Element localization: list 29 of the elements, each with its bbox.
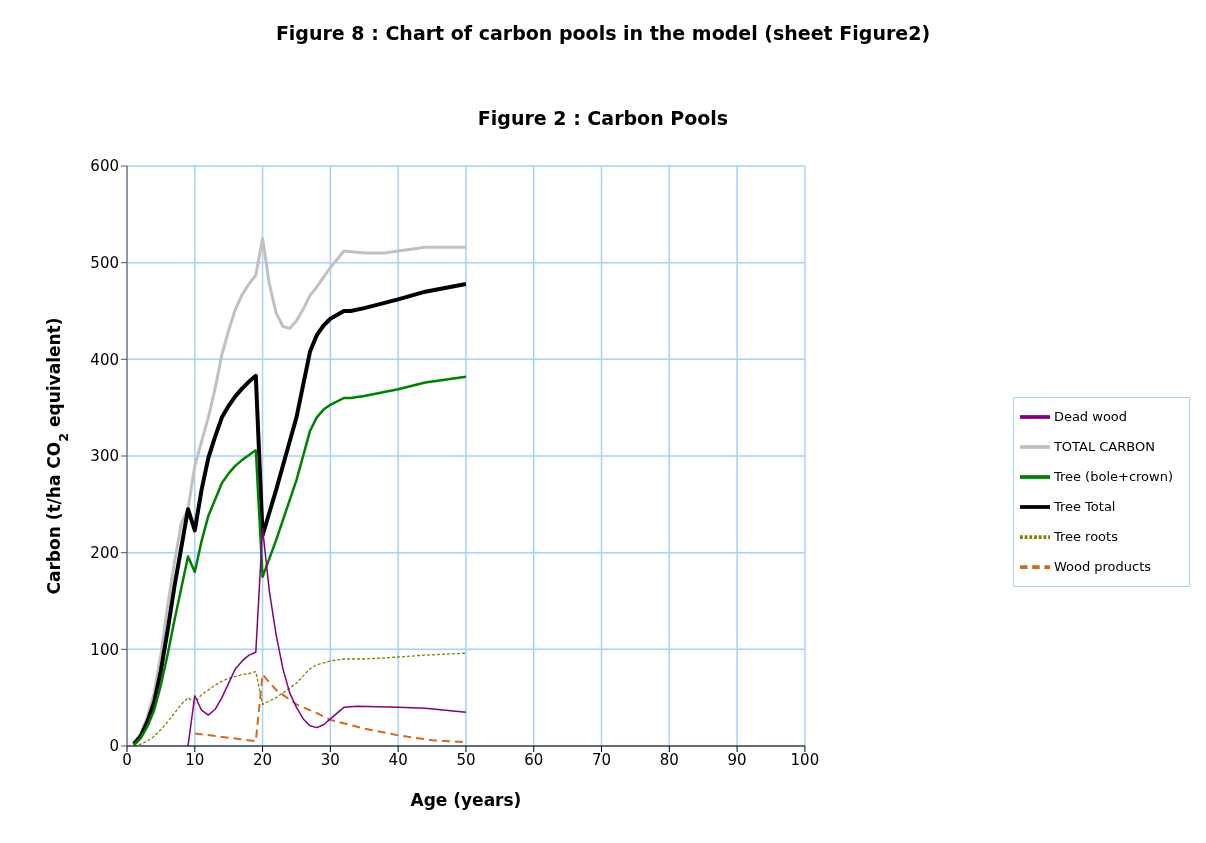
- x-tick-label: 50: [456, 750, 476, 769]
- x-tick-label: 60: [524, 750, 544, 769]
- legend-label: Wood products: [1053, 558, 1152, 574]
- x-tick-label: 70: [591, 750, 612, 769]
- legend-label: Tree (bole+crown): [1053, 468, 1173, 484]
- chart-subtitle: Figure 2 : Carbon Pools: [476, 106, 730, 131]
- y-tick-label: 300: [90, 447, 119, 466]
- line-series: [187, 527, 467, 746]
- y-tick-label: 500: [90, 253, 119, 272]
- legend-label: Tree Total: [1053, 498, 1116, 514]
- y-tick-label: 200: [90, 543, 119, 562]
- y-tick-label: 400: [90, 350, 119, 369]
- chart-title: Figure 8 : Chart of carbon pools in the model (sheet Figure2): [274, 21, 932, 46]
- y-tick-label: 600: [90, 157, 119, 176]
- x-tick-label: 10: [185, 750, 205, 769]
- x-tick-label: 0: [122, 750, 132, 769]
- x-tick-label: 90: [727, 750, 747, 769]
- y-tick-label: 0: [109, 737, 119, 756]
- x-axis-title: Age (years): [410, 790, 522, 810]
- x-tick-label: 30: [320, 750, 340, 769]
- y-tick-label: 100: [90, 640, 119, 659]
- legend-label: Dead wood: [1053, 408, 1128, 424]
- legend-label: TOTAL CARBON: [1053, 438, 1155, 454]
- x-tick-label: 40: [388, 750, 408, 769]
- x-tick-label: 100: [790, 750, 820, 769]
- legend-label: Tree roots: [1053, 528, 1118, 544]
- x-tick-label: 20: [253, 750, 273, 769]
- x-tick-label: 80: [659, 750, 679, 769]
- line-series: [132, 375, 468, 746]
